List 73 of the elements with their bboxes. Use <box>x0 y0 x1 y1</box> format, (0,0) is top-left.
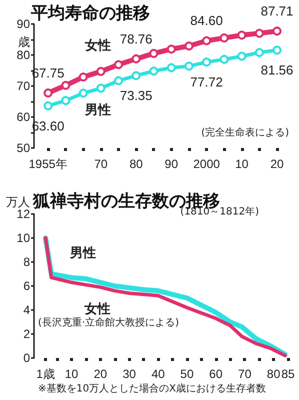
y-tick-label: 10 <box>16 231 30 245</box>
x-tick-label: 1955年 <box>28 157 68 171</box>
x-tick-label: 10 <box>64 367 79 381</box>
point <box>237 30 246 40</box>
y-axis-title: 歳 <box>18 35 30 49</box>
x-tick-label: 1歳 <box>36 367 55 381</box>
point <box>220 33 229 42</box>
point <box>44 101 53 110</box>
point <box>202 58 212 67</box>
x-tick-label: 40 <box>151 367 166 381</box>
data-label: 73.35 <box>120 88 152 104</box>
point <box>78 72 88 82</box>
point <box>272 26 282 36</box>
y-tick-label: 90 <box>16 17 30 31</box>
chart-title: 平均寿命の推移 <box>30 4 150 24</box>
data-label: 87.71 <box>260 4 294 19</box>
y-axis-title: 万人 <box>6 195 30 210</box>
x-tick-label: 80 <box>266 367 281 381</box>
y-tick-label: 2 <box>23 327 30 341</box>
point <box>96 84 106 93</box>
point <box>44 88 53 98</box>
point <box>96 66 106 76</box>
point <box>149 48 158 58</box>
point <box>254 28 264 38</box>
y-tick-label: 70 <box>16 79 30 93</box>
y-tick-label: 8 <box>23 255 30 269</box>
point <box>184 62 194 71</box>
text: ※基数を10万人とした場合のX歳における生存者数 <box>38 382 266 394</box>
annotation: (長沢克重·立命館大教授による) <box>38 316 180 328</box>
x-tick-label: 10 <box>235 157 249 171</box>
y-tick-label: 80 <box>16 48 30 62</box>
point <box>61 96 70 106</box>
series-label: 男性 <box>68 246 96 261</box>
data-label: 77.72 <box>190 74 223 90</box>
y-tick-label: 60 <box>16 110 30 124</box>
data-label: 84.60 <box>190 13 223 28</box>
point <box>202 36 212 46</box>
x-tick-label: 90 <box>164 157 178 171</box>
point <box>254 48 264 58</box>
series-label: 女性 <box>83 302 110 318</box>
x-tick-label: 60 <box>209 367 223 381</box>
point <box>132 54 141 64</box>
y-tick-label: 6 <box>23 279 30 293</box>
x-tick-label: 80 <box>129 157 144 171</box>
point <box>61 80 70 90</box>
point <box>78 88 88 98</box>
point <box>114 76 124 86</box>
x-tick-label: 30 <box>122 367 136 381</box>
x-tick-label: 85 <box>281 367 295 381</box>
x-tick-label: 20 <box>270 157 284 171</box>
y-tick-label: 0 <box>23 351 30 365</box>
data-label: 81.56 <box>260 62 294 78</box>
series-label: 男性 <box>84 103 111 118</box>
point <box>184 42 194 51</box>
point <box>114 60 124 70</box>
y-tick-label: 12 <box>16 207 30 221</box>
point <box>237 52 246 61</box>
x-tick-label: 70 <box>238 367 252 381</box>
y-tick-label: 50 <box>16 141 30 155</box>
series-label: 女性 <box>84 38 111 54</box>
point <box>166 44 176 54</box>
x-tick-label: 70 <box>94 157 108 171</box>
x-tick-label: 50 <box>180 367 194 381</box>
point <box>132 71 141 80</box>
x-tick-label: 20 <box>94 367 108 381</box>
y-tick-label: 4 <box>23 303 30 317</box>
point <box>166 63 176 72</box>
point <box>220 54 229 64</box>
data-label: 78.76 <box>120 31 152 46</box>
x-tick-label: 2000 <box>193 157 220 171</box>
point <box>272 46 282 55</box>
point <box>149 66 158 76</box>
annotation: (完全生命表による) <box>201 126 290 138</box>
